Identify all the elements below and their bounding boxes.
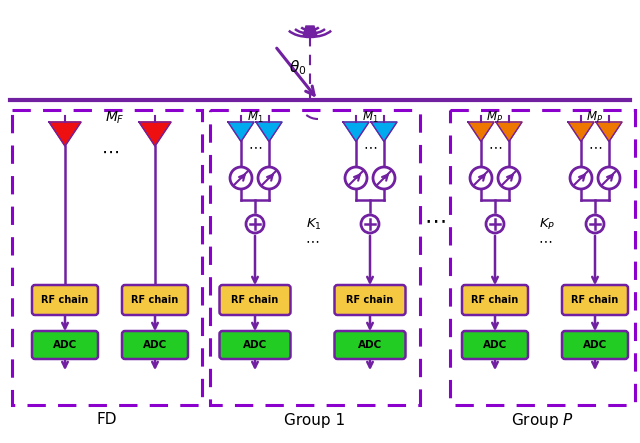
FancyBboxPatch shape bbox=[220, 285, 291, 315]
Text: ADC: ADC bbox=[143, 340, 167, 350]
Circle shape bbox=[470, 167, 492, 189]
Circle shape bbox=[361, 215, 379, 233]
Text: $\cdots$: $\cdots$ bbox=[305, 233, 319, 247]
Text: ADC: ADC bbox=[358, 340, 382, 350]
Polygon shape bbox=[568, 122, 594, 141]
FancyBboxPatch shape bbox=[220, 331, 291, 359]
Polygon shape bbox=[343, 122, 369, 141]
FancyBboxPatch shape bbox=[335, 331, 406, 359]
Text: $M_1$: $M_1$ bbox=[362, 109, 378, 124]
Bar bbox=[450, 110, 635, 405]
Text: RF chain: RF chain bbox=[42, 295, 88, 305]
Text: $\cdots$: $\cdots$ bbox=[363, 139, 377, 153]
Text: $\cdots$: $\cdots$ bbox=[424, 210, 446, 230]
Text: ADC: ADC bbox=[53, 340, 77, 350]
Polygon shape bbox=[468, 122, 494, 141]
Polygon shape bbox=[256, 122, 282, 141]
Text: $\cdots$: $\cdots$ bbox=[101, 143, 119, 161]
Text: RF chain: RF chain bbox=[232, 295, 278, 305]
FancyBboxPatch shape bbox=[562, 331, 628, 359]
Text: ADC: ADC bbox=[583, 340, 607, 350]
Circle shape bbox=[570, 167, 592, 189]
Circle shape bbox=[373, 167, 395, 189]
Polygon shape bbox=[496, 122, 522, 141]
Text: $M_F$: $M_F$ bbox=[105, 110, 125, 126]
Text: FD: FD bbox=[97, 412, 117, 427]
Text: $K_P$: $K_P$ bbox=[539, 217, 555, 232]
Text: ADC: ADC bbox=[483, 340, 507, 350]
Text: Group $P$: Group $P$ bbox=[511, 411, 574, 430]
Circle shape bbox=[498, 167, 520, 189]
Polygon shape bbox=[371, 122, 397, 141]
Polygon shape bbox=[596, 122, 622, 141]
Text: $\theta_0$: $\theta_0$ bbox=[289, 58, 307, 77]
Text: $\cdots$: $\cdots$ bbox=[488, 139, 502, 153]
Text: $\cdots$: $\cdots$ bbox=[538, 233, 552, 247]
Polygon shape bbox=[139, 122, 171, 146]
Circle shape bbox=[486, 215, 504, 233]
Circle shape bbox=[586, 215, 604, 233]
Text: $M_P$: $M_P$ bbox=[586, 109, 604, 124]
Text: RF chain: RF chain bbox=[346, 295, 394, 305]
Text: $\cdots$: $\cdots$ bbox=[248, 139, 262, 153]
FancyBboxPatch shape bbox=[32, 285, 98, 315]
FancyBboxPatch shape bbox=[462, 285, 528, 315]
Text: $K_1$: $K_1$ bbox=[306, 217, 322, 232]
FancyBboxPatch shape bbox=[122, 285, 188, 315]
Circle shape bbox=[345, 167, 367, 189]
Text: RF chain: RF chain bbox=[572, 295, 619, 305]
Circle shape bbox=[230, 167, 252, 189]
Polygon shape bbox=[49, 122, 81, 146]
Text: Group 1: Group 1 bbox=[284, 412, 346, 427]
Text: $M_1$: $M_1$ bbox=[246, 109, 263, 124]
FancyBboxPatch shape bbox=[122, 331, 188, 359]
FancyBboxPatch shape bbox=[32, 331, 98, 359]
Circle shape bbox=[258, 167, 280, 189]
Circle shape bbox=[246, 215, 264, 233]
Text: ADC: ADC bbox=[243, 340, 267, 350]
Circle shape bbox=[598, 167, 620, 189]
Text: RF chain: RF chain bbox=[472, 295, 518, 305]
Polygon shape bbox=[228, 122, 254, 141]
Text: RF chain: RF chain bbox=[131, 295, 179, 305]
Polygon shape bbox=[303, 26, 317, 36]
Bar bbox=[210, 110, 420, 405]
FancyBboxPatch shape bbox=[562, 285, 628, 315]
Bar bbox=[12, 110, 202, 405]
Text: $M_P$: $M_P$ bbox=[486, 109, 504, 124]
FancyBboxPatch shape bbox=[462, 331, 528, 359]
FancyBboxPatch shape bbox=[335, 285, 406, 315]
Text: $\cdots$: $\cdots$ bbox=[588, 139, 602, 153]
